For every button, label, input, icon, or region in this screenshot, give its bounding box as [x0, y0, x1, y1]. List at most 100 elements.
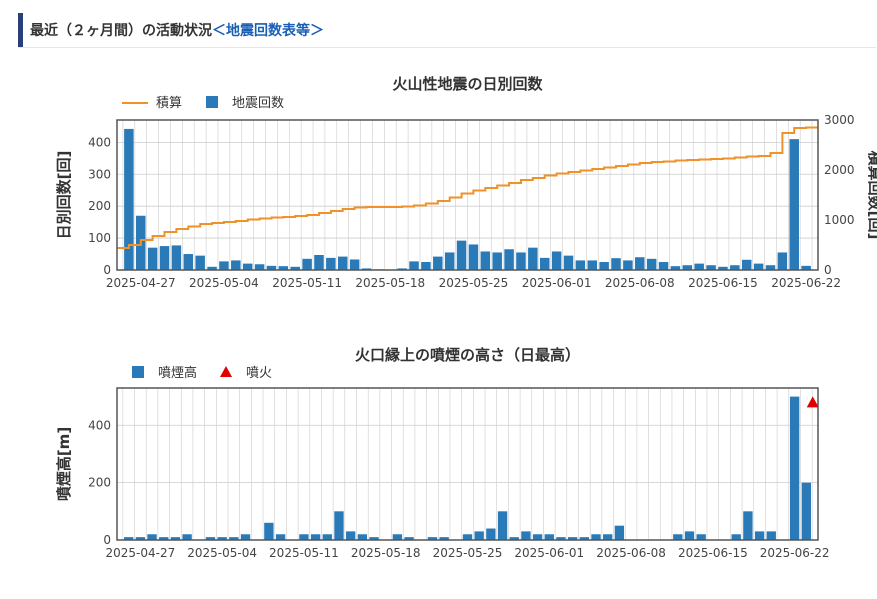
x-tick-label: 2025-04-27 [106, 276, 176, 290]
x-tick-label: 2025-06-01 [522, 276, 592, 290]
data-bar [337, 256, 348, 270]
data-bar [195, 255, 205, 270]
data-bar [217, 537, 227, 540]
data-bar [509, 537, 519, 540]
y-axis-label: 日別回数[回] [55, 151, 73, 240]
data-bar [264, 522, 274, 540]
plot-frame [116, 387, 819, 541]
y-tick-label: 200 [88, 199, 111, 213]
data-bar [299, 534, 309, 540]
x-tick-label: 2025-05-25 [439, 276, 509, 290]
data-bar [614, 525, 625, 540]
x-tick-label: 2025-05-25 [433, 546, 503, 560]
legend-label: 地震回数 [232, 96, 284, 111]
x-tick-label: 2025-06-15 [678, 546, 748, 560]
data-bar [480, 251, 491, 270]
data-bar [563, 255, 574, 270]
link-open-bracket: ＜ [212, 23, 226, 39]
y2-tick-label: 0 [824, 263, 832, 277]
earthquake-table-link[interactable]: ＜地震回数表等＞ [212, 23, 324, 39]
data-bar [182, 534, 192, 540]
data-bar [694, 263, 704, 270]
plume-height-chart: 火口縁上の噴煙の高さ（日最高） 0 200 400 2025-04-27 2025-05-… [55, 346, 830, 560]
data-bar [468, 244, 479, 270]
data-bar [575, 260, 586, 270]
x-tick-label: 2025-06-08 [596, 546, 666, 560]
data-bar [730, 265, 740, 270]
x-tick-label: 2025-05-18 [351, 546, 421, 560]
y2-axis-label: 積算回数[回] [866, 150, 877, 240]
data-bar [492, 252, 502, 270]
legend-swatch-bar [132, 366, 144, 378]
section-header: 最近（２ヶ月間）の活動状況＜地震回数表等＞ [18, 13, 876, 48]
data-bar [635, 257, 645, 270]
data-bar [696, 534, 706, 540]
data-bar [658, 262, 669, 270]
legend-swatch-marker [220, 366, 232, 377]
data-bar [229, 537, 239, 540]
legend-swatch-bar [206, 96, 218, 108]
data-bar [357, 534, 368, 540]
data-bar [801, 265, 811, 270]
data-bar [462, 534, 473, 540]
y-tick-label: 0 [103, 533, 111, 547]
x-tick-label: 2025-06-01 [514, 546, 584, 560]
data-bar [670, 266, 681, 270]
data-bar [171, 245, 182, 270]
x-tick-label: 2025-06-08 [605, 276, 675, 290]
data-bar [587, 260, 598, 270]
data-bar [254, 264, 265, 270]
x-tick-label: 2025-06-22 [760, 546, 830, 560]
data-bar [603, 534, 613, 540]
data-bar [521, 531, 531, 540]
data-bar [322, 534, 332, 540]
y2-tick-label: 3000 [824, 113, 855, 127]
y-tick-label: 300 [88, 167, 111, 181]
data-bar [551, 251, 562, 270]
data-bar [765, 265, 776, 270]
x-tick-label: 2025-05-18 [355, 276, 425, 290]
x-tick-label: 2025-05-11 [269, 546, 339, 560]
data-bar [556, 537, 566, 540]
y-axis-label: 噴煙高[m] [55, 427, 73, 501]
data-bar [497, 511, 508, 540]
legend-label: 積算 [156, 96, 182, 111]
data-bar [731, 534, 741, 540]
data-bar [777, 252, 788, 270]
y-tick-label: 100 [88, 231, 111, 245]
data-bar [516, 252, 526, 270]
x-tick-label: 2025-05-11 [272, 276, 342, 290]
data-bar [240, 534, 251, 540]
y2-tick-label: 2000 [824, 163, 855, 177]
data-bar [314, 255, 324, 270]
data-bar [599, 262, 609, 270]
data-bar [504, 249, 514, 270]
data-bar [486, 528, 496, 540]
data-bar [334, 511, 344, 540]
data-bar [310, 534, 321, 540]
data-bar [326, 257, 336, 270]
data-bar [544, 534, 554, 540]
data-bar [135, 537, 146, 540]
data-bar [183, 254, 194, 270]
data-bar [532, 534, 543, 540]
data-bar [539, 257, 550, 270]
data-bar [611, 258, 621, 270]
data-bar [369, 537, 379, 540]
data-bar [345, 531, 356, 540]
data-bar [397, 268, 407, 270]
y-tick-label: 0 [103, 263, 111, 277]
data-bar [801, 482, 811, 540]
chart-title: 火口縁上の噴煙の高さ（日最高） [355, 346, 580, 364]
x-tick-label: 2025-04-27 [105, 546, 175, 560]
data-bar [567, 537, 578, 540]
data-bar [427, 537, 438, 540]
data-bar [147, 247, 158, 270]
data-bar [278, 266, 289, 270]
y2-tick-label: 1000 [824, 213, 855, 227]
eruption-marker [806, 396, 819, 408]
legend-label: 噴火 [246, 366, 272, 381]
x-tick-label: 2025-05-04 [189, 276, 259, 290]
data-bar [682, 265, 693, 270]
data-bar [789, 139, 799, 270]
